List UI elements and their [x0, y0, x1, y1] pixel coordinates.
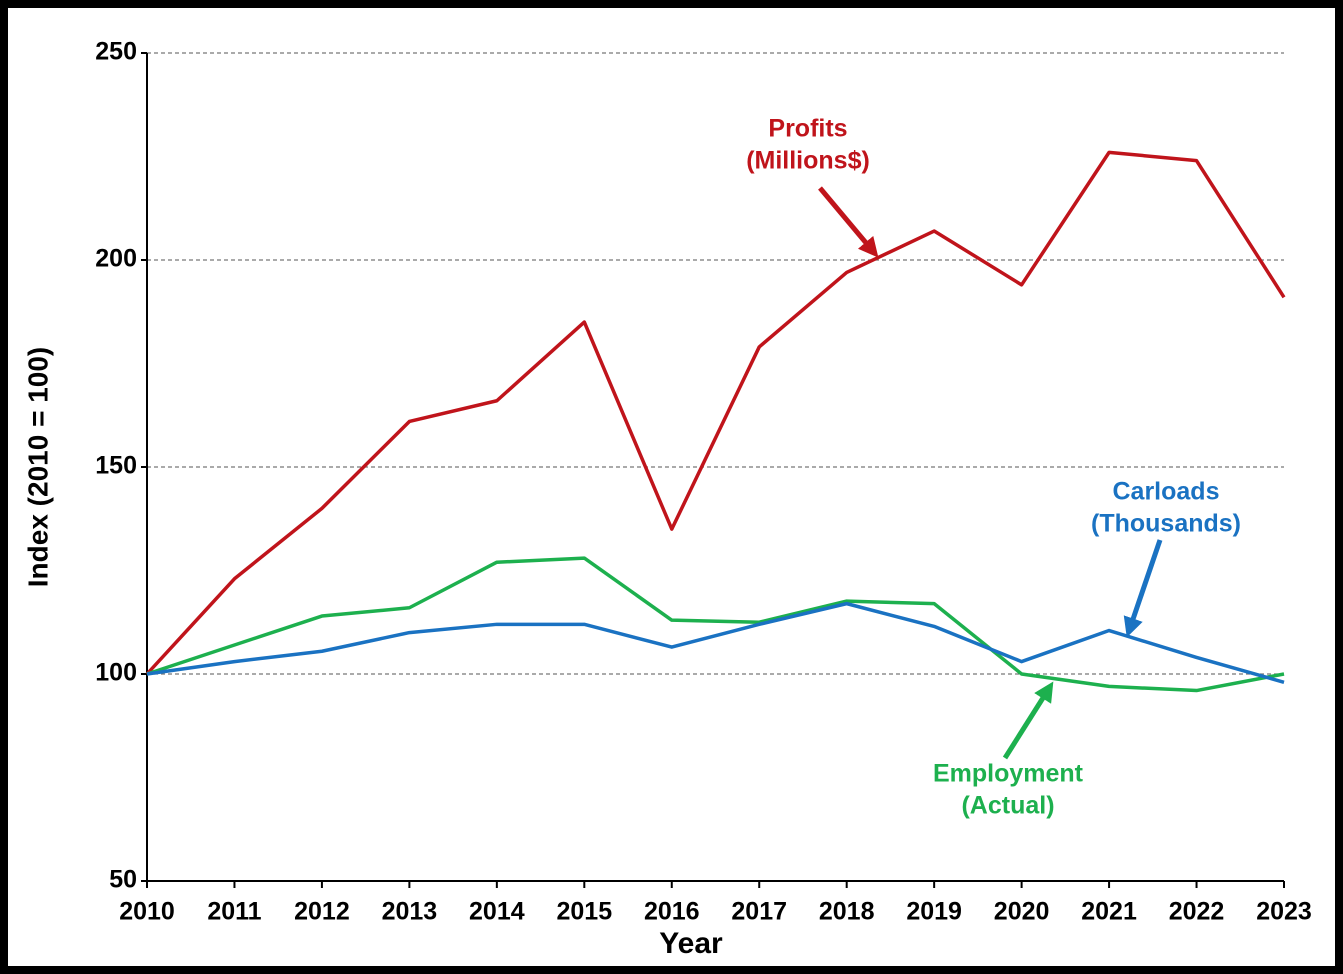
x-tick-label: 2011 [207, 898, 261, 926]
y-tick-label: 200 [95, 245, 137, 273]
series-line [145, 150, 1286, 676]
annotation-arrow [1123, 539, 1163, 638]
y-axis-label: Index (2010 = 100) [22, 347, 53, 587]
x-tick-label: 2015 [556, 898, 612, 926]
annotation: (Millions$) [746, 147, 870, 175]
annotation: (Thousands) [1091, 510, 1241, 538]
x-tick-label: 2019 [906, 898, 962, 926]
x-tick-label: 2010 [119, 898, 175, 926]
y-tick-label: 150 [95, 452, 137, 480]
annotation: (Actual) [961, 792, 1054, 820]
x-tick-label: 2017 [731, 898, 787, 926]
x-tick-label: 2018 [819, 898, 875, 926]
series-line [146, 601, 1285, 684]
annotation: Carloads [1113, 478, 1220, 506]
x-tick-label: 2014 [469, 898, 525, 926]
y-tick-label: 250 [95, 38, 137, 66]
x-tick-label: 2021 [1081, 898, 1137, 926]
y-tick-label: 100 [95, 659, 137, 687]
annotation: Employment [933, 760, 1084, 788]
series-line [146, 556, 1285, 693]
x-tick-label: 2023 [1256, 898, 1312, 926]
annotation-arrow [1002, 681, 1054, 760]
annotation: Profits [768, 115, 847, 143]
x-tick-label: 2020 [994, 898, 1050, 926]
y-tick-label: 50 [109, 866, 137, 894]
x-axis-label: Year [659, 927, 723, 960]
annotation-arrow [818, 186, 879, 258]
x-tick-label: 2022 [1169, 898, 1225, 926]
x-tick-label: 2016 [644, 898, 700, 926]
x-tick-label: 2013 [382, 898, 438, 926]
x-tick-label: 2012 [294, 898, 350, 926]
